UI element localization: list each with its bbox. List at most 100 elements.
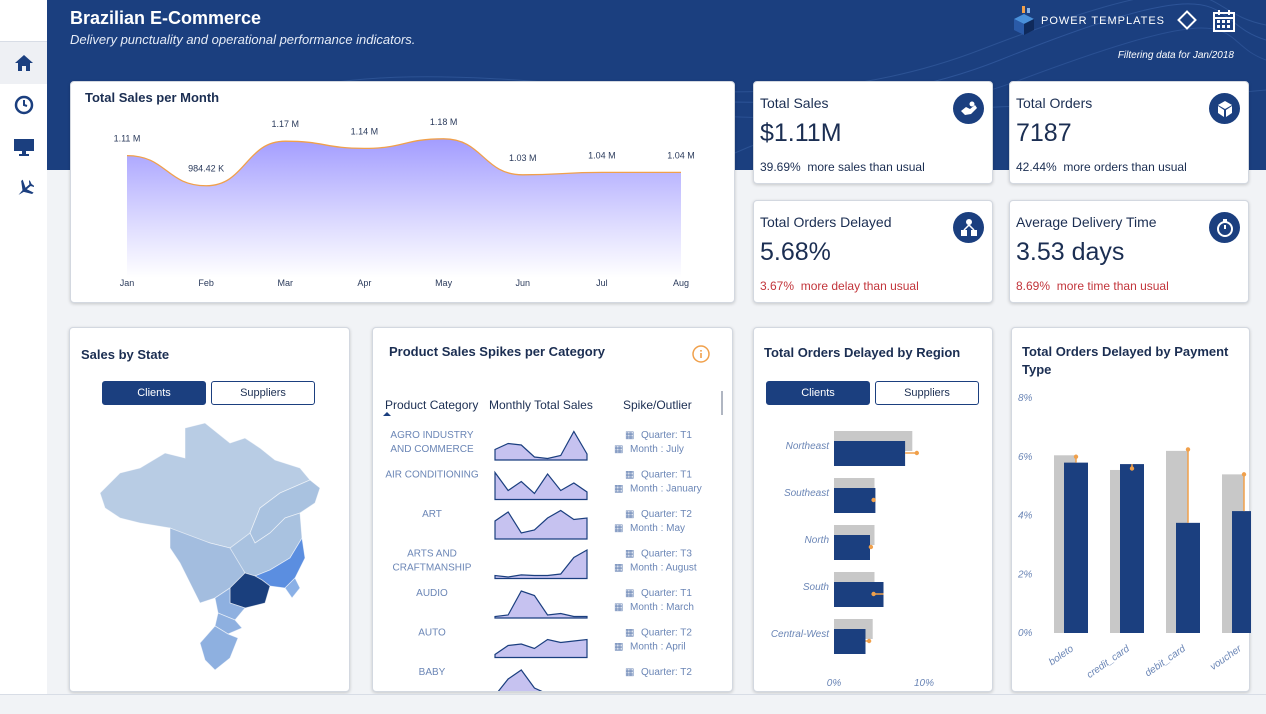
column-header[interactable]: Monthly Total Sales: [489, 398, 593, 412]
footer-bar: [0, 694, 1266, 714]
column-header[interactable]: Spike/Outlier: [623, 398, 692, 412]
spike-quarter: Quarter: T2: [641, 667, 692, 678]
payment-bar-chart: 0% 2% 4% 6% 8% boleto credit_card debit_card vou…: [1017, 393, 1251, 681]
tab-clients[interactable]: Clients: [766, 381, 870, 405]
filter-note: Filtering data for Jan/2018: [1117, 50, 1234, 61]
kpi-note-pct: 3.67%: [760, 279, 795, 293]
boxes-icon: [1209, 93, 1240, 124]
state-map-tabs: Clients Suppliers: [102, 381, 315, 405]
kpi-note: 8.69% more time than usual: [1016, 279, 1169, 293]
region-marker: [868, 544, 874, 550]
region-label: Central-West: [771, 629, 830, 640]
payment-bar-delayed[interactable]: [1232, 511, 1251, 633]
sales-x-tick: Apr: [357, 278, 371, 288]
region-marker: [871, 591, 876, 597]
payment-y-tick: 0%: [1018, 628, 1033, 639]
payment-x-tick: credit_card: [1085, 643, 1132, 681]
kpi-label: Total Sales: [760, 95, 829, 111]
calendar-icon: ▦: [625, 509, 634, 520]
eraser-icon[interactable]: [1176, 9, 1198, 31]
region-bar-chart: Northeast Southeast North South Central-West…: [771, 431, 934, 689]
payment-bar-delayed[interactable]: [1064, 462, 1088, 633]
payment-bar-delayed[interactable]: [1176, 522, 1200, 633]
sales-x-tick: May: [435, 278, 453, 288]
sidebar-item-monitor[interactable]: [0, 126, 47, 168]
kpi-total-sales: Total Sales $1.11M 39.69% more sales tha…: [753, 81, 993, 184]
payment-chart-title-line2: Type: [1022, 362, 1052, 377]
sidebar: [0, 0, 47, 694]
sparkline: [494, 509, 588, 540]
spike-quarter: Quarter: T1: [641, 430, 692, 441]
region-bar-delayed[interactable]: [834, 488, 876, 513]
info-icon[interactable]: [691, 344, 711, 364]
payment-delay-card: Total Orders Delayed by Payment Type 0% 2…: [1011, 327, 1251, 692]
payment-y-tick: 4%: [1018, 511, 1033, 522]
kpi-note-pct: 39.69%: [760, 160, 801, 174]
table-scrollbar[interactable]: [721, 391, 723, 415]
brand-logo: POWER TEMPLATES: [1013, 6, 1165, 36]
tab-clients[interactable]: Clients: [102, 381, 206, 405]
kpi-note: 42.44% more orders than usual: [1016, 160, 1187, 174]
payment-x-tick: voucher: [1208, 643, 1244, 673]
sales-x-tick: Jun: [515, 278, 530, 288]
sparkline: [494, 590, 588, 619]
state-map-title: Sales by State: [81, 347, 170, 362]
sales-line: [126, 138, 681, 187]
sales-data-label: 1.04 M: [667, 150, 695, 160]
brand-name: POWER TEMPLATES: [1041, 15, 1166, 27]
sparkline: [494, 638, 588, 659]
category-name: BABY: [419, 667, 446, 678]
region-label: South: [803, 582, 830, 593]
category-name: AIR CONDITIONING: [385, 470, 479, 481]
airplane-icon: [18, 179, 34, 195]
brand-cube-icon: [1014, 6, 1034, 35]
sales-by-state-card: Sales by State Clients Suppliers: [69, 327, 350, 692]
payment-marker: [1073, 454, 1079, 459]
sidebar-item-airplane[interactable]: [0, 168, 47, 210]
sidebar-item-home[interactable]: [0, 42, 47, 84]
kpi-orders-delayed: Total Orders Delayed 5.68% 3.67% more de…: [753, 200, 993, 303]
kpi-note-text: more sales than usual: [807, 160, 925, 174]
payment-bar-delayed[interactable]: [1120, 464, 1144, 633]
column-header[interactable]: Product Category: [385, 398, 478, 412]
calendar-icon: ▦: [625, 470, 634, 481]
sales-data-label: 1.14 M: [351, 126, 379, 136]
region-bar-delayed[interactable]: [834, 441, 906, 466]
sales-per-month-card: Total Sales per Month 1.11 M Jan 984.42 K F…: [70, 81, 735, 303]
kpi-note-pct: 42.44%: [1016, 160, 1057, 174]
sales-chart-title: Total Sales per Month: [85, 90, 220, 105]
category-name: ARTS AND: [407, 549, 457, 560]
tab-suppliers[interactable]: Suppliers: [211, 381, 315, 405]
category-name: AUTO: [418, 628, 446, 639]
calendar-icon: ▦: [614, 642, 623, 653]
spike-quarter: Quarter: T2: [641, 509, 692, 520]
page-subtitle: Delivery punctuality and operational per…: [70, 32, 416, 47]
payment-y-tick: 2%: [1017, 569, 1033, 580]
kpi-value: 3.53 days: [1016, 238, 1125, 266]
sort-arrow-icon[interactable]: [383, 412, 391, 416]
calendar-icon[interactable]: [1212, 9, 1236, 33]
sparkline: [494, 548, 588, 580]
sales-x-tick: Mar: [278, 278, 294, 288]
calendar-icon: ▦: [625, 588, 634, 599]
region-bar-delayed[interactable]: [834, 535, 870, 560]
payment-y-tick: 8%: [1018, 393, 1033, 404]
region-label: Northeast: [786, 441, 831, 452]
tab-suppliers[interactable]: Suppliers: [875, 381, 979, 405]
payment-chart-title-line1: Total Orders Delayed by Payment: [1022, 344, 1229, 359]
brazil-map[interactable]: [70, 398, 350, 688]
sparkline: [494, 470, 588, 501]
region-bar-delayed[interactable]: [834, 629, 866, 654]
payment-chart-title: Total Orders Delayed by Payment Type: [1022, 343, 1228, 379]
sales-data-label: 1.11 M: [114, 134, 141, 144]
sales-area-chart: 1.11 M Jan 984.42 K Feb 1.17 M Mar 1.14 M Apr 1.…: [114, 117, 695, 288]
sales-area: [127, 138, 681, 278]
kpi-value: $1.11M: [760, 119, 842, 147]
kpi-value: 5.68%: [760, 238, 831, 266]
sales-x-tick: Feb: [198, 278, 214, 288]
category-table: Product Category Monthly Total Sales Spike…: [383, 398, 702, 691]
sales-x-tick: Aug: [673, 278, 689, 288]
monitor-icon: [13, 139, 34, 156]
sales-data-label: 1.17 M: [272, 119, 300, 129]
sidebar-item-clock[interactable]: [0, 84, 47, 126]
